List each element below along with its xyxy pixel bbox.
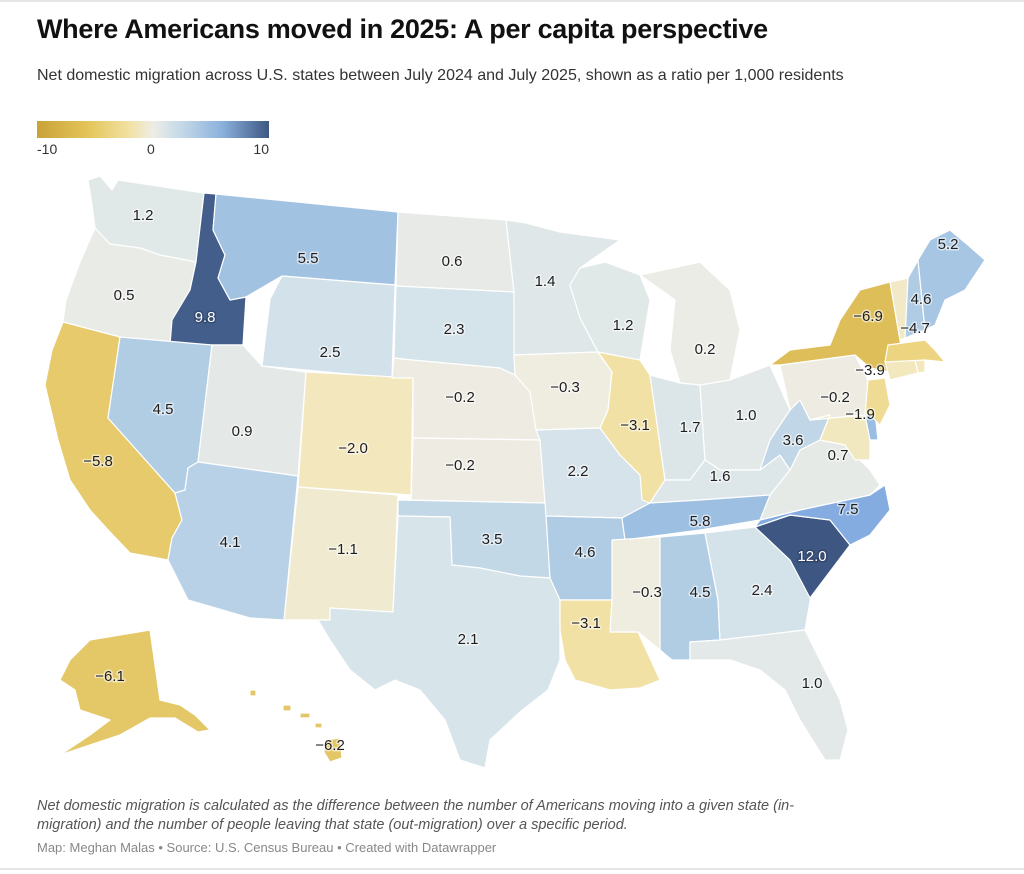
state-value-label: −0.3: [550, 379, 580, 396]
state-value-label: 5.2: [938, 236, 959, 253]
state-hawaii[interactable]: [249, 689, 343, 763]
state-value-label: −3.9: [855, 362, 885, 379]
legend-gradient-bar: [37, 121, 269, 138]
legend-min-label: -10: [37, 141, 58, 157]
state-colorado[interactable]: [297, 371, 414, 496]
state-value-label: −0.3: [632, 584, 662, 601]
state-value-label: 2.3: [444, 321, 465, 338]
states-layer: [44, 175, 986, 769]
us-choropleth-map: 1.2 0.5 −5.8 9.8 4.5 5.5 2.5 0.9 4.1 −2.0 −1.1 0.6 2…: [44, 175, 986, 769]
state-value-label: 0.5: [114, 287, 135, 304]
state-florida[interactable]: [689, 629, 849, 761]
state-value-label: 12.0: [797, 548, 826, 565]
state-value-label: 3.5: [482, 531, 503, 548]
legend-ticks: -10 0 10: [37, 141, 269, 159]
state-value-label: 2.5: [320, 344, 341, 361]
state-value-label: 7.5: [838, 501, 859, 518]
chart-subtitle: Net domestic migration across U.S. state…: [37, 67, 844, 84]
state-kansas[interactable]: [410, 437, 547, 504]
state-value-label: 2.1: [458, 631, 479, 648]
state-value-label: 0.9: [232, 423, 253, 440]
chart-title: Where Americans moved in 2025: A per cap…: [37, 14, 768, 44]
state-value-label: 5.5: [298, 250, 319, 267]
color-legend: -10 0 10: [37, 121, 269, 159]
state-value-label: 4.6: [575, 544, 596, 561]
state-value-label: 0.7: [828, 447, 849, 464]
state-value-label: −3.1: [620, 417, 650, 434]
state-value-label: −0.2: [445, 389, 475, 406]
state-value-label: −4.7: [900, 320, 930, 337]
state-value-label: −6.9: [853, 308, 883, 325]
state-wisconsin[interactable]: [569, 261, 651, 373]
state-value-label: −1.1: [328, 541, 358, 558]
credit-line: Map: Meghan Malas • Source: U.S. Census …: [37, 840, 497, 855]
state-value-label: 1.2: [133, 207, 154, 224]
state-illinois[interactable]: [597, 351, 666, 506]
state-value-label: 0.2: [695, 341, 716, 358]
top-divider: [0, 0, 1024, 2]
state-value-label: 4.6: [911, 291, 932, 308]
state-value-label: −5.8: [83, 453, 113, 470]
state-value-label: 1.7: [680, 419, 701, 436]
state-value-label: −1.9: [845, 406, 875, 423]
state-value-label: 0.6: [442, 253, 463, 270]
state-value-label: 4.5: [153, 401, 174, 418]
state-value-label: −6.2: [315, 737, 345, 754]
state-wyoming[interactable]: [261, 275, 396, 379]
state-connecticut[interactable]: [884, 359, 919, 381]
state-maine[interactable]: [917, 229, 986, 331]
state-new-jersey[interactable]: [864, 377, 891, 426]
state-value-label: 1.2: [613, 317, 634, 334]
state-value-label: 4.5: [690, 584, 711, 601]
state-value-label: 9.8: [195, 309, 216, 326]
state-value-label: 2.4: [752, 582, 773, 599]
footnote: Net domestic migration is calculated as …: [37, 798, 795, 833]
state-value-label: −2.0: [338, 440, 368, 457]
state-value-label: 1.4: [535, 273, 556, 290]
state-value-label: 3.6: [783, 432, 804, 449]
state-value-label: −6.1: [95, 668, 125, 685]
state-value-label: −0.2: [445, 457, 475, 474]
legend-max-label: 10: [253, 141, 269, 157]
state-value-label: 4.1: [220, 534, 241, 551]
bottom-divider: [0, 868, 1024, 870]
state-value-label: 1.0: [736, 407, 757, 424]
labels-layer: 1.2 0.5 −5.8 9.8 4.5 5.5 2.5 0.9 4.1 −2.0 −1.1 0.6 2…: [82, 205, 960, 755]
state-massachusetts[interactable]: [884, 339, 946, 363]
state-value-label: 2.2: [568, 463, 589, 480]
state-michigan[interactable]: [639, 261, 741, 386]
state-value-label: 5.8: [690, 513, 711, 530]
state-value-label: 1.6: [710, 468, 731, 485]
state-value-label: −0.2: [820, 389, 850, 406]
state-value-label: −3.1: [571, 615, 601, 632]
state-alaska[interactable]: [59, 629, 211, 756]
legend-mid-label: 0: [147, 141, 155, 157]
state-value-label: 1.0: [802, 675, 823, 692]
state-texas[interactable]: [317, 515, 561, 769]
